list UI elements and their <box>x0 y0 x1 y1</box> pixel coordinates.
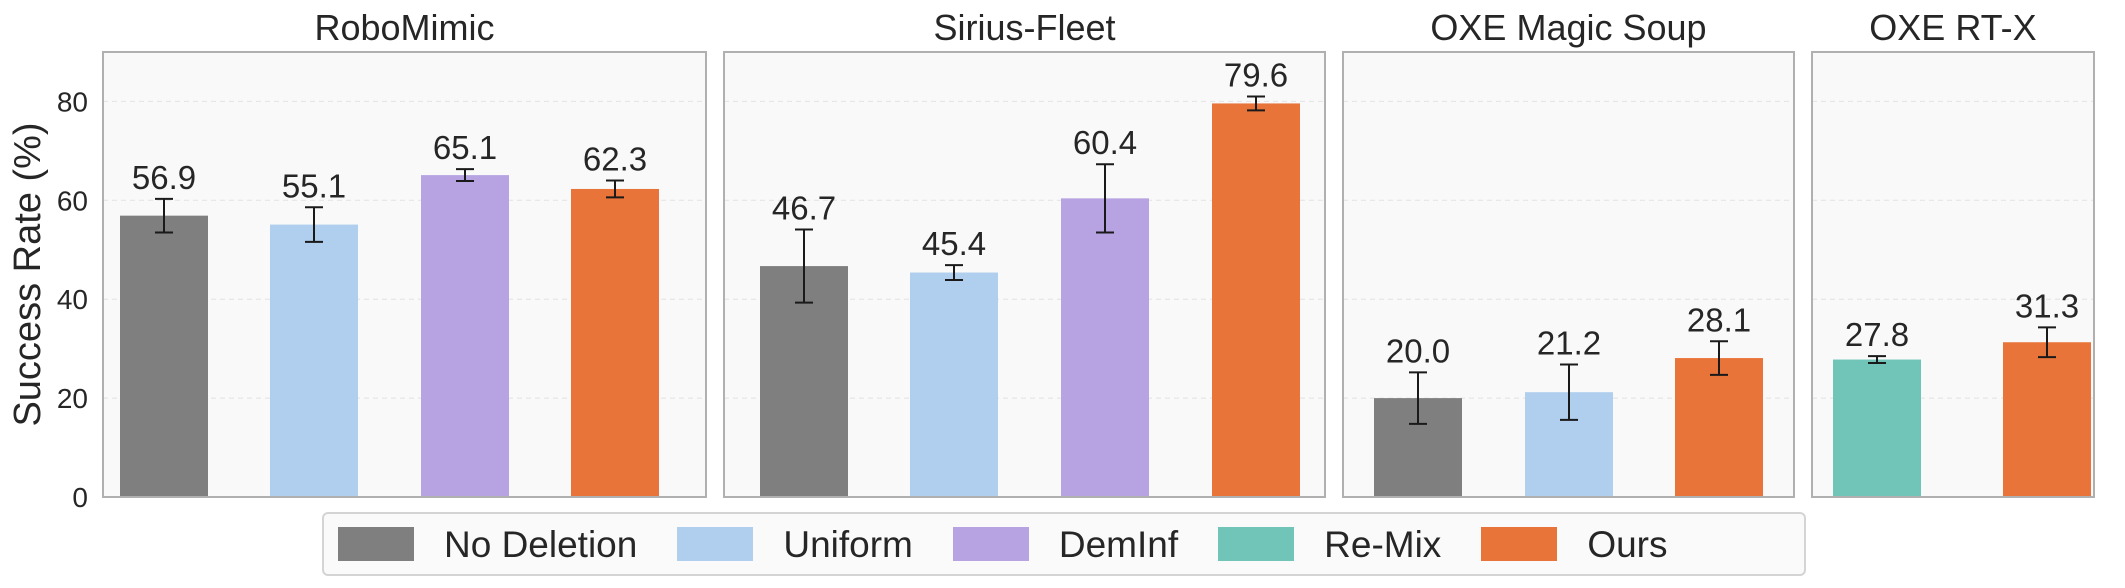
data-label: 46.7 <box>772 190 836 227</box>
legend-label: DemInf <box>1058 523 1179 565</box>
y-tick-label: 60 <box>57 185 88 216</box>
bar-robomimic-no-deletion <box>120 215 208 497</box>
legend-label: Ours <box>1587 523 1668 565</box>
data-label: 45.4 <box>922 225 986 262</box>
panel-frame-oxe-magic-soup <box>1342 51 1795 498</box>
panel-frame-sirius-fleet <box>723 51 1326 498</box>
data-label: 62.3 <box>583 141 647 178</box>
legend-entry-uniform: Uniform <box>677 526 913 563</box>
bar-oxe-magic-soup-ours <box>1675 358 1763 497</box>
bar-oxe-rt-x-re-mix <box>1833 359 1921 497</box>
data-label: 20.0 <box>1386 332 1450 369</box>
panel-title: Sirius-Fleet <box>933 7 1115 48</box>
data-label: 60.4 <box>1073 124 1137 161</box>
data-label: 27.8 <box>1845 316 1909 353</box>
bar-sirius-fleet-no-deletion <box>760 266 848 497</box>
data-label: 65.1 <box>433 129 497 166</box>
data-label: 28.1 <box>1687 301 1751 338</box>
panel-frame-oxe-rt-x <box>1811 51 2095 498</box>
legend-swatch-uniform <box>677 527 754 561</box>
legend-label: Re-Mix <box>1324 523 1442 565</box>
data-label: 21.2 <box>1537 324 1601 361</box>
legend-label: Uniform <box>783 523 913 565</box>
legend-entry-ours: Ours <box>1481 523 1668 565</box>
bar-oxe-rt-x-ours <box>2003 342 2091 497</box>
y-tick-label: 20 <box>57 383 88 414</box>
bar-robomimic-uniform <box>270 224 358 498</box>
bar-sirius-fleet-ours <box>1212 103 1300 497</box>
chart-legend: No Deletion Uniform DemInf Re-Mix Ours <box>322 512 1806 576</box>
data-label: 31.3 <box>2015 287 2079 324</box>
y-tick-label: 80 <box>57 86 88 117</box>
y-tick-label: 0 <box>72 482 88 513</box>
panel-title: OXE RT-X <box>1869 7 2036 48</box>
y-tick-label: 40 <box>57 284 88 315</box>
bar-robomimic-ours <box>571 188 659 497</box>
data-label: 55.1 <box>282 167 346 204</box>
bar-sirius-fleet-deminf <box>1061 198 1149 497</box>
legend-entry-re-mix: Re-Mix <box>1218 526 1441 563</box>
legend-entry-deminf: DemInf <box>952 523 1179 565</box>
bar-sirius-fleet-uniform <box>910 272 998 497</box>
legend-swatch-deminf <box>952 527 1029 561</box>
legend-swatch-no-deletion <box>338 527 414 561</box>
y-axis-label: Success Rate (%) <box>7 122 49 426</box>
legend-label: No Deletion <box>444 523 638 565</box>
legend-swatch-ours <box>1481 527 1558 561</box>
legend-swatch-re-mix <box>1218 527 1295 561</box>
legend-entry-no-deletion: No Deletion <box>338 526 637 563</box>
data-label: 79.6 <box>1224 57 1288 94</box>
bar-robomimic-deminf <box>421 175 509 497</box>
data-label: 56.9 <box>132 159 196 196</box>
panel-title: RoboMimic <box>314 7 494 48</box>
panel-frame-robomimic <box>102 51 707 498</box>
panel-title: OXE Magic Soup <box>1430 7 1706 48</box>
